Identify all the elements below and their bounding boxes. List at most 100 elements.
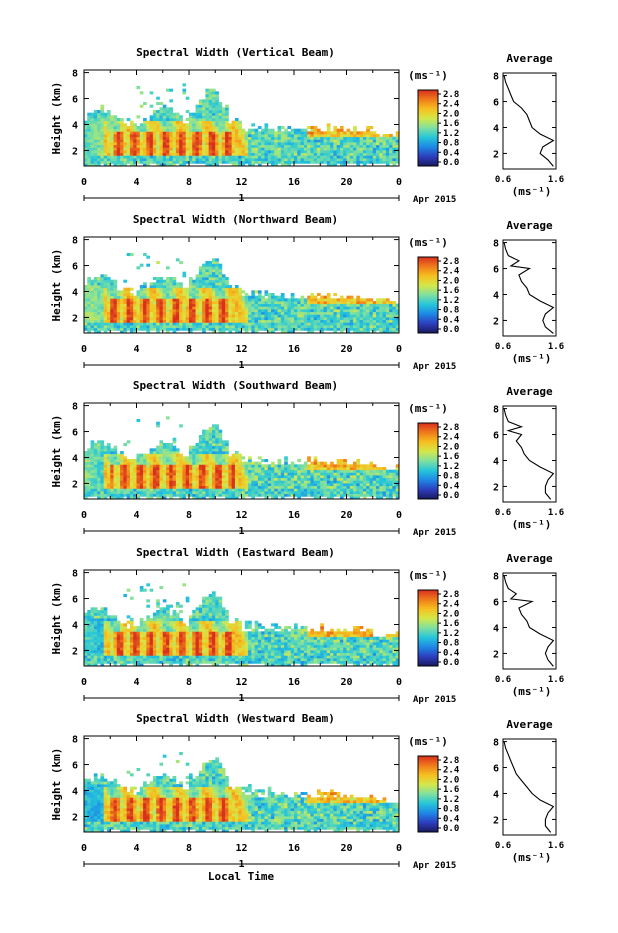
heatmap-cell	[333, 301, 337, 304]
heatmap-cell	[205, 491, 209, 494]
heatmap-cell	[294, 325, 298, 328]
heatmap-cell	[143, 153, 147, 156]
heatmap-cell	[84, 153, 88, 156]
heatmap-cell	[176, 464, 180, 467]
heatmap-cell	[182, 158, 186, 161]
heatmap-cell	[169, 472, 173, 475]
heatmap-cell	[343, 158, 347, 161]
heatmap-cell	[324, 153, 328, 156]
heatmap-cell	[268, 328, 272, 331]
heatmap-cell	[376, 145, 380, 148]
heatmap-cell	[222, 280, 226, 283]
heatmap-cell	[120, 126, 124, 129]
heatmap-cell	[268, 153, 272, 156]
heatmap-cell	[100, 121, 104, 124]
heatmap-cell	[143, 325, 147, 328]
heatmap-cell	[205, 456, 209, 459]
heatmap-cell	[281, 488, 285, 491]
heatmap-cell	[186, 139, 190, 142]
heatmap-cell	[235, 134, 239, 137]
heatmap-cell	[202, 472, 206, 475]
heatmap-cell	[278, 483, 282, 486]
heatmap-cell	[205, 448, 209, 451]
heatmap-cell	[104, 306, 108, 309]
heatmap-cell	[212, 304, 216, 307]
heatmap-cell	[143, 480, 147, 483]
heatmap-cell	[179, 145, 183, 148]
heatmap-cell	[186, 488, 190, 491]
heatmap-cell	[242, 322, 246, 325]
heatmap-cell	[117, 454, 121, 457]
heatmap-cell	[383, 298, 387, 301]
heatmap-cell	[117, 462, 121, 465]
heatmap-cell	[196, 470, 200, 473]
heatmap-cell	[268, 480, 272, 483]
heatmap-cell	[215, 454, 219, 457]
heatmap-cell	[215, 99, 219, 102]
heatmap-cell	[228, 478, 232, 481]
heatmap-cell	[228, 145, 232, 148]
heatmap-cell	[363, 139, 367, 142]
heatmap-cell	[84, 320, 88, 323]
heatmap-cell	[261, 325, 265, 328]
heatmap-cell	[242, 129, 246, 132]
heatmap-cell	[117, 459, 121, 462]
heatmap-cell	[225, 139, 229, 142]
heatmap-cell	[127, 288, 131, 291]
heatmap-cell	[366, 304, 370, 307]
heatmap-cell	[166, 118, 170, 121]
heatmap-cell	[369, 472, 373, 475]
heatmap-cell	[294, 153, 298, 156]
heatmap-cell	[159, 296, 163, 299]
heatmap-cell	[356, 139, 360, 142]
heatmap-cell	[347, 314, 351, 317]
heatmap-cell	[258, 312, 262, 315]
heatmap-cell	[307, 480, 311, 483]
heatmap-cell	[123, 467, 127, 470]
heatmap-cell	[91, 150, 95, 153]
heatmap-cell	[301, 134, 305, 137]
heatmap-cell	[140, 139, 144, 142]
heatmap-cell	[258, 301, 262, 304]
heatmap-cell	[199, 99, 203, 102]
heatmap-cell	[150, 155, 154, 158]
heatmap-cell	[182, 288, 186, 291]
heatmap-cell	[356, 150, 360, 153]
heatmap-cell	[163, 288, 167, 291]
heatmap-cell	[212, 142, 216, 145]
heatmap-cell	[373, 314, 377, 317]
heatmap-cell	[383, 301, 387, 304]
heatmap-cell	[97, 301, 101, 304]
heatmap-cell	[104, 446, 108, 449]
heatmap-cell	[192, 446, 196, 449]
heatmap-cell	[91, 131, 95, 134]
heatmap-cell	[248, 325, 252, 328]
heatmap-cell	[163, 118, 167, 121]
heatmap-cell	[366, 491, 370, 494]
heatmap-cell	[215, 102, 219, 105]
x-tick-label: 0	[396, 344, 402, 355]
heatmap-cell	[212, 440, 216, 443]
heatmap-cell	[97, 134, 101, 137]
heatmap-cell	[340, 483, 344, 486]
heatmap-cell	[383, 158, 387, 161]
heatmap-cell	[232, 123, 236, 126]
heatmap-cell	[343, 325, 347, 328]
heatmap-cell	[166, 312, 170, 315]
heatmap-cell	[268, 161, 272, 164]
heatmap-cell	[255, 158, 259, 161]
heatmap-cell	[327, 320, 331, 323]
heatmap-cell	[97, 467, 101, 470]
heatmap-cell	[202, 123, 206, 126]
heatmap-cell	[97, 145, 101, 148]
heatmap-cell	[245, 467, 249, 470]
heatmap-cell	[143, 142, 147, 145]
heatmap-cell	[159, 488, 163, 491]
heatmap-cell	[182, 494, 186, 497]
heatmap-cell	[150, 312, 154, 315]
heatmap-cell	[120, 301, 124, 304]
heatmap-cell	[202, 293, 206, 296]
heatmap-cell	[222, 277, 226, 280]
heatmap-cell	[369, 306, 373, 309]
